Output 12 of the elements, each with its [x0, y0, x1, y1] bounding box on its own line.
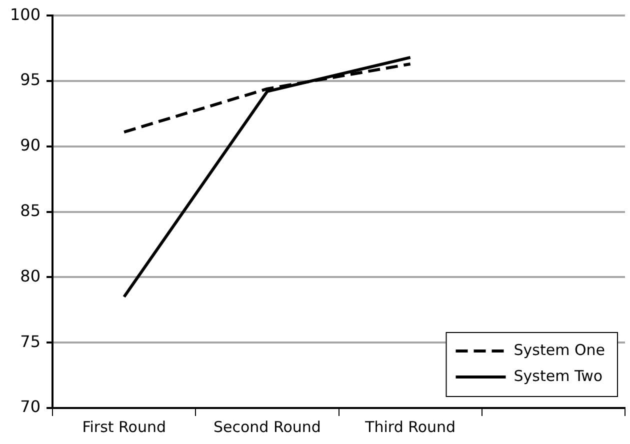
y-tick-label: 100	[10, 4, 41, 24]
y-tick-label: 85	[20, 200, 41, 220]
legend-label: System One	[514, 340, 606, 359]
x-tick-label: Third Round	[364, 418, 456, 436]
x-tick-label: First Round	[82, 418, 166, 436]
y-tick-label: 75	[20, 332, 41, 351]
y-tick-label: 90	[20, 136, 41, 155]
y-tick-label: 70	[20, 397, 41, 416]
legend-label: System Two	[514, 366, 603, 385]
y-tick-label: 80	[20, 266, 41, 286]
y-tick-label: 95	[20, 70, 41, 90]
x-tick-label: Second Round	[213, 418, 321, 436]
